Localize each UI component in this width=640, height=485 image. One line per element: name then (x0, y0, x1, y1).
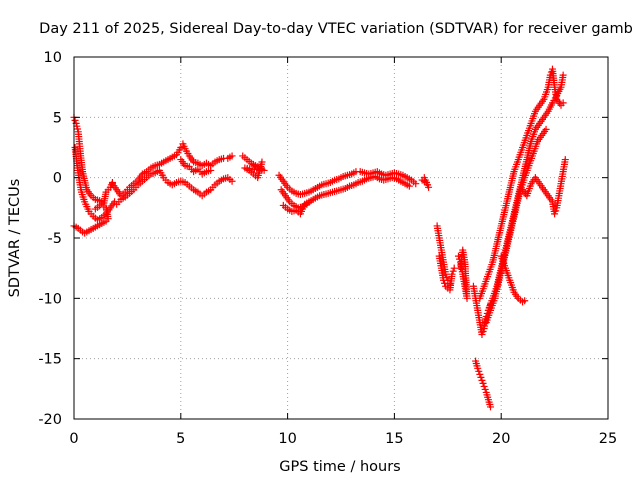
y-tick-label: 5 (53, 110, 62, 126)
x-axis-label: GPS time / hours (279, 459, 400, 475)
series-midday-c (279, 198, 313, 218)
data-point (487, 403, 495, 411)
points-layer (70, 65, 569, 411)
data-point (91, 205, 99, 213)
data-point (228, 177, 236, 185)
data-point (551, 210, 559, 218)
y-tick-label: -10 (38, 291, 62, 307)
data-point (478, 376, 486, 384)
series-down-branch (497, 252, 529, 306)
data-point (258, 158, 266, 166)
data-point (449, 267, 457, 275)
data-point (559, 99, 567, 107)
y-tick-label: -20 (38, 412, 62, 428)
data-point (478, 331, 486, 339)
data-point (441, 279, 449, 287)
data-point (476, 370, 484, 378)
data-point (479, 328, 487, 336)
series-steep-drop (472, 357, 495, 411)
data-point (440, 276, 448, 284)
data-point (305, 198, 313, 206)
data-point (443, 273, 451, 281)
x-tick-label: 25 (599, 431, 617, 447)
series-early-low (70, 200, 112, 237)
data-point (481, 385, 489, 393)
series-morning-b (113, 166, 236, 208)
y-tick-label: -15 (38, 352, 62, 368)
data-point (479, 379, 487, 387)
y-tick-label: 10 (44, 50, 62, 66)
data-point (228, 152, 236, 160)
series-evening-a (433, 222, 454, 288)
x-tick-label: 10 (278, 431, 296, 447)
tick-layer: 0 5 10 15 20 25 -20 -15 -10 -5 0 5 10 (38, 50, 617, 447)
data-point (480, 382, 488, 390)
data-point (71, 116, 79, 124)
data-point (207, 166, 215, 174)
data-point (547, 68, 555, 76)
chart-title: Day 211 of 2025, Sidereal Day-to-day VTE… (39, 21, 633, 37)
data-point (412, 180, 420, 188)
y-axis-label: SDTVAR / TECUs (7, 179, 23, 298)
data-point (177, 144, 185, 151)
data-point (454, 252, 462, 260)
x-tick-label: 15 (385, 431, 403, 447)
y-tick-label: 0 (53, 171, 62, 187)
series-tail-16 (418, 174, 433, 191)
data-point (448, 270, 456, 278)
data-point (542, 125, 550, 133)
series-late-cluster (519, 156, 569, 218)
data-point (450, 264, 458, 272)
y-tick-label: -5 (48, 231, 62, 247)
series-morning-c (177, 156, 215, 178)
data-point (561, 156, 569, 164)
x-tick-label: 5 (176, 431, 185, 447)
data-point (405, 182, 413, 190)
series-rise-c (482, 125, 550, 326)
series-late-morning (239, 152, 268, 182)
data-point (477, 373, 485, 381)
x-tick-label: 20 (492, 431, 510, 447)
data-point (442, 270, 450, 278)
series-evening-b (435, 252, 458, 294)
series-rise-main (476, 65, 567, 302)
series-morning-a (108, 140, 236, 200)
data-point (521, 297, 529, 305)
series-midday-a (275, 168, 420, 199)
data-point (457, 264, 465, 272)
series-evening-c (454, 246, 471, 302)
data-point (475, 367, 483, 375)
x-tick-label: 0 (69, 431, 78, 447)
data-point (420, 174, 428, 182)
data-point (552, 207, 560, 215)
grid-layer (74, 57, 608, 419)
data-point (559, 71, 567, 79)
data-point (474, 364, 482, 372)
